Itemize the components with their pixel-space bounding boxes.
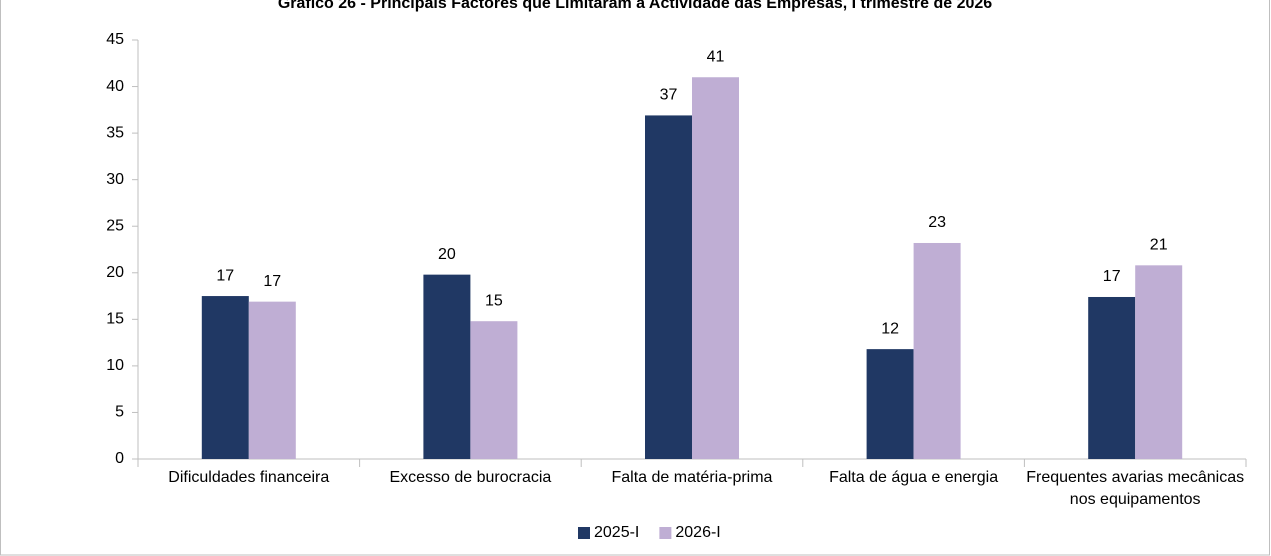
legend-label: 2026-I xyxy=(675,524,720,541)
y-tick-label: 30 xyxy=(106,171,124,188)
bar xyxy=(201,296,249,459)
x-tick-label-box: Falta de água e energia xyxy=(829,469,999,486)
x-tick-label: Falta de matéria-prima xyxy=(611,469,773,486)
bar xyxy=(423,274,471,459)
data-label: 12 xyxy=(881,320,899,337)
x-tick-label: Frequentes avarias mecânicas nos equipam… xyxy=(1026,469,1245,508)
x-tick-label: Falta de água e energia xyxy=(829,469,999,486)
bar xyxy=(692,77,739,459)
y-tick-label: 45 xyxy=(106,31,124,48)
bar xyxy=(1088,296,1136,459)
y-tick-label: 25 xyxy=(106,217,124,234)
x-tick-label-box: Excesso de burocracia xyxy=(389,469,552,486)
data-label: 20 xyxy=(438,246,456,263)
data-label: 21 xyxy=(1150,237,1168,254)
data-label: 23 xyxy=(928,214,946,231)
y-tick-label: 5 xyxy=(115,404,124,421)
x-tick-label: Excesso de burocracia xyxy=(389,469,552,486)
y-tick-label: 10 xyxy=(106,357,124,374)
bar xyxy=(866,349,914,459)
bar xyxy=(1135,265,1183,459)
bar xyxy=(913,242,961,459)
y-tick-label: 20 xyxy=(106,264,124,281)
data-label: 17 xyxy=(263,273,281,290)
y-tick-label: 40 xyxy=(106,78,124,95)
data-label: 17 xyxy=(216,267,234,284)
y-tick-label: 15 xyxy=(106,311,124,328)
x-tick-label-box: Frequentes avarias mecânicas nos equipam… xyxy=(1026,469,1245,508)
legend-swatch xyxy=(659,527,672,539)
legend-label: 2025-I xyxy=(594,524,639,541)
data-label: 15 xyxy=(485,292,503,309)
y-tick-label: 35 xyxy=(106,124,124,141)
bar xyxy=(645,115,692,460)
data-label: 41 xyxy=(707,48,725,65)
x-tick-label-box: Falta de matéria-prima xyxy=(611,469,773,486)
chart-title: Gráfico 26 - Principais Factores que Lim… xyxy=(278,0,992,12)
legend-swatch xyxy=(578,527,590,539)
data-label: 37 xyxy=(660,87,678,104)
y-tick-label: 0 xyxy=(115,450,124,467)
bar xyxy=(470,321,518,459)
data-label: 17 xyxy=(1103,268,1121,285)
x-tick-label: Dificuldades financeira xyxy=(168,469,330,486)
bar xyxy=(248,301,296,459)
x-tick-label-box: Dificuldades financeira xyxy=(168,469,330,486)
